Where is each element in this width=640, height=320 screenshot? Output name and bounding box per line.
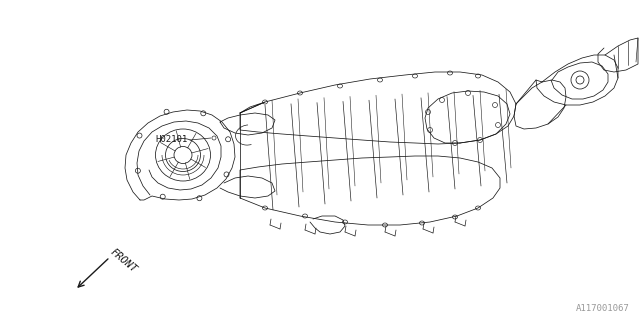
Text: FRONT: FRONT	[108, 247, 138, 275]
Text: H02101: H02101	[155, 135, 188, 145]
Text: A117001067: A117001067	[576, 304, 630, 313]
